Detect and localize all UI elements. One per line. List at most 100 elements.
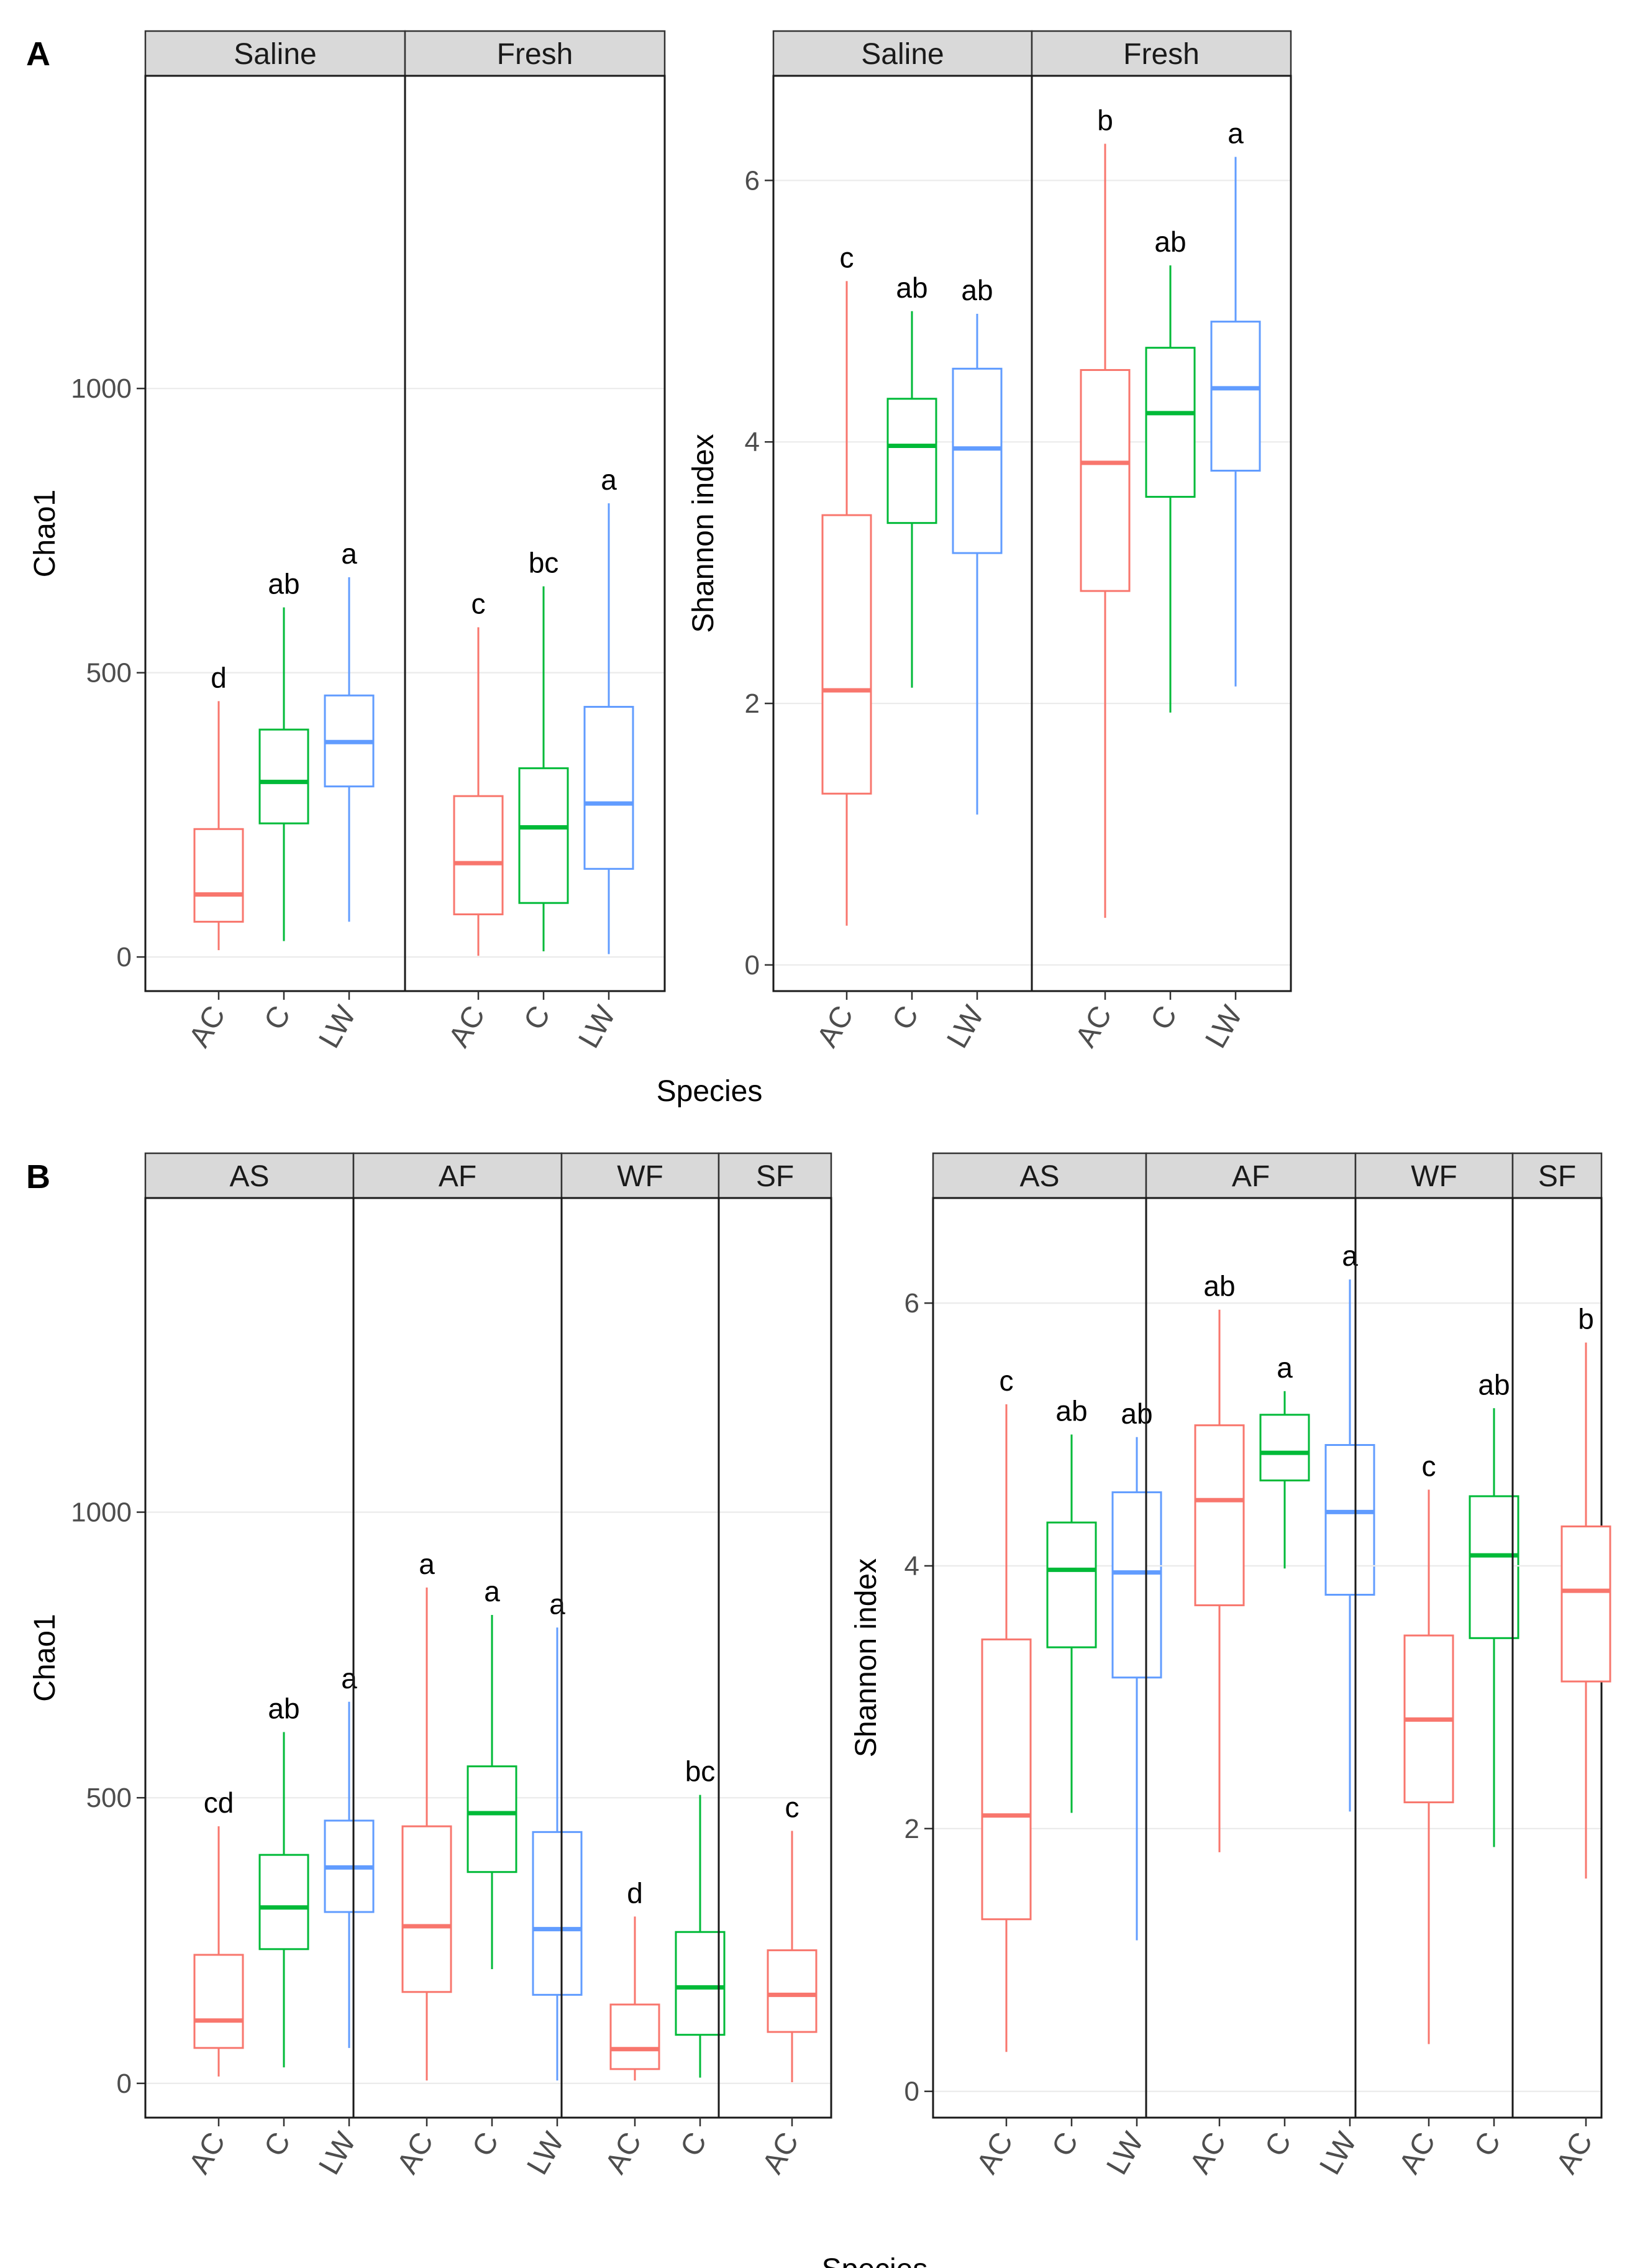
facet-fresh: Fresh b AC ab Ca LW (1031, 30, 1292, 1054)
x-tick-label: C (258, 1000, 297, 1036)
box-c: bc C (517, 547, 569, 1036)
x-tick-label: AC (391, 2127, 440, 2179)
chart-1: Chao1 0 500 1000 Saline d AC ab Ca LW Fresh c AC bc Ca… (29, 30, 666, 1054)
facet-strip (560, 1152, 720, 1199)
panel-letter-b: B (26, 1158, 50, 1196)
significance-label: bc (685, 1755, 716, 1788)
box-body (981, 1638, 1032, 1921)
significance-label: cd (204, 1786, 234, 1819)
facet-strip-label: AF (439, 1160, 476, 1193)
facet-panel-border (404, 75, 666, 992)
facet-panel-border (718, 1197, 832, 2119)
y-tick-label: 6 (745, 165, 760, 196)
box-body (1145, 347, 1196, 498)
x-tick-label: C (1144, 1000, 1183, 1036)
box-body (258, 728, 309, 825)
significance-label: a (549, 1588, 565, 1620)
facet-sf: SF c AC (718, 1152, 832, 2179)
box-lw: ab LW (941, 274, 1003, 1054)
box-ac: c AC (811, 241, 872, 1053)
facet-strip-label: Saline (861, 38, 944, 71)
y-tick-label: 4 (904, 1551, 919, 1581)
box-body (1324, 1443, 1375, 1596)
significance-label: a (601, 464, 617, 496)
x-tick-label: C (674, 2127, 713, 2162)
x-axis-title: Species (657, 1075, 763, 1108)
facet-strip-label: AF (1232, 1160, 1270, 1193)
box-c: ab C (886, 272, 937, 1036)
box-c: aC (466, 1575, 517, 2162)
x-tick-label: AC (811, 1000, 860, 1053)
x-tick-label: AC (183, 2127, 232, 2179)
x-tick-label: AC (1393, 2127, 1442, 2179)
x-tick-label: AC (970, 2127, 1019, 2179)
facet-strip-label: Fresh (1123, 38, 1200, 71)
box-body (453, 795, 504, 915)
box-body (532, 1831, 583, 1996)
significance-label: c (1000, 1365, 1014, 1397)
x-tick-label: AC (756, 2127, 805, 2179)
facet-saline: Saline c AC ab Cab LW (772, 30, 1033, 1054)
box-lw: a LW (312, 1662, 375, 2180)
facet-strip-label: AS (229, 1160, 269, 1193)
y-tick-label: 6 (904, 1288, 919, 1319)
facet-strip-label: WF (617, 1160, 663, 1193)
y-tick-label: 4 (745, 427, 760, 457)
facet-strip (352, 1152, 563, 1199)
box-ac: b AC (1069, 104, 1131, 1053)
x-tick-label: LW (1199, 1000, 1249, 1053)
box-ac: c AC (442, 587, 504, 1053)
significance-label: d (211, 661, 227, 693)
box-body (1469, 1495, 1519, 1639)
significance-label: a (419, 1548, 435, 1580)
significance-label: c (785, 1791, 800, 1824)
box-c: ab C (1046, 1395, 1097, 2162)
y-axis-title: Chao1 (29, 490, 62, 577)
y-tick-label: 2 (904, 1814, 919, 1844)
significance-label: ab (896, 272, 927, 304)
significance-label: b (1578, 1303, 1594, 1335)
significance-label: c (1422, 1450, 1436, 1482)
box-body (467, 1765, 517, 1873)
box-body (1194, 1424, 1245, 1606)
facet-as: AS cd AC ab Ca LW (144, 1152, 375, 2180)
box-c: ab C (1144, 226, 1196, 1036)
box-ac: d AC (183, 661, 244, 1053)
box-body (821, 514, 872, 795)
facet-strip (1031, 30, 1292, 77)
box-body (767, 1949, 818, 2033)
facet-wf: WF c AC ab C (1354, 1152, 1519, 2179)
box-lw: a LW (312, 537, 375, 1054)
significance-label: bc (529, 547, 559, 579)
plot-area: Chao105001000SalinedACabCaLWFreshcACbcCa… (29, 30, 1611, 2268)
box-body (1111, 1491, 1162, 1679)
y-tick-label: 500 (86, 658, 132, 688)
facet-panel-border (144, 75, 406, 992)
y-axis-title: Chao1 (29, 1614, 62, 1701)
facet-strip-label: Fresh (497, 38, 573, 71)
x-tick-label: LW (941, 1000, 990, 1053)
x-tick-label: LW (521, 2126, 570, 2180)
significance-label: ab (268, 567, 299, 600)
x-tick-label: C (517, 1000, 557, 1036)
y-tick-label: 0 (745, 950, 760, 981)
significance-label: a (341, 537, 357, 570)
significance-label: ab (1121, 1397, 1152, 1430)
facet-panel-border (144, 1197, 355, 2119)
x-tick-label: C (1468, 2127, 1507, 2162)
box-body (1210, 321, 1261, 472)
facet-panel-border (352, 1197, 563, 2119)
facet-strip (404, 30, 666, 77)
box-c: aC (1259, 1351, 1310, 2162)
chart-2: Shannon index 0 2 4 6 Saline c AC ab Cab LW Fresh b A… (687, 30, 1292, 1054)
y-tick-label: 500 (86, 1783, 132, 1813)
box-body (258, 1854, 309, 1950)
box-body (583, 706, 634, 870)
x-tick-label: AC (1550, 2127, 1599, 2179)
x-tick-label: LW (1100, 2126, 1150, 2180)
facet-sf: SF b AC (1511, 1152, 1611, 2179)
box-body (675, 1931, 726, 2036)
box-ac: a AC (391, 1548, 452, 2179)
